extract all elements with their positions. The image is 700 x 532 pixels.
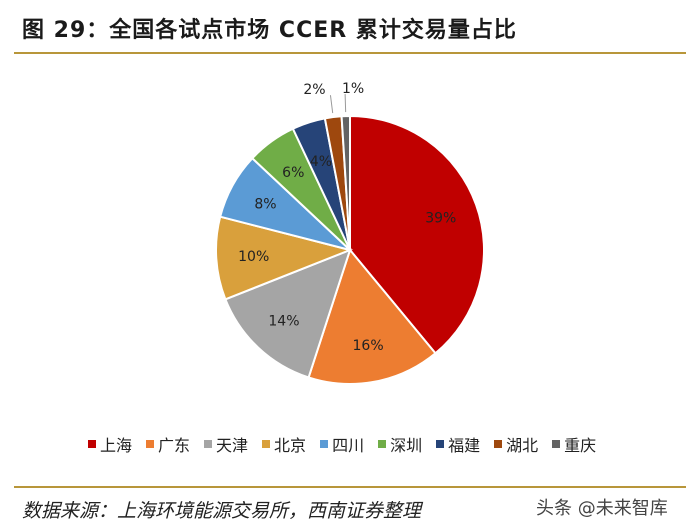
legend-item-2: 广东 — [146, 432, 190, 456]
legend-label: 深圳 — [390, 436, 423, 455]
pie-slice-3 — [224, 248, 352, 379]
source-divider — [14, 486, 686, 488]
legend-swatch — [262, 440, 271, 448]
legend-label: 广东 — [158, 436, 191, 455]
legend-swatch — [320, 440, 329, 448]
slice-label-8: 2% — [303, 82, 325, 98]
watermark: 头条 @未来智库 — [536, 498, 668, 519]
legend-label: 湖北 — [506, 436, 539, 455]
pie-slice-4 — [215, 215, 354, 301]
pie-slice-1 — [349, 114, 485, 355]
slice-label-1: 39% — [425, 210, 456, 226]
legend-swatch — [552, 440, 561, 448]
title-divider — [14, 52, 686, 54]
slice-label-7: 4% — [310, 154, 332, 170]
slice-label-5: 8% — [254, 197, 276, 213]
legend-item-9: 重庆 — [552, 432, 596, 456]
legend-item-7: 福建 — [436, 432, 480, 456]
legend-item-1: 上海 — [88, 432, 132, 456]
legend-label: 福建 — [448, 436, 481, 455]
legend: 上海 广东 天津 北京 四川 深圳 福建 湖北 重庆 — [88, 432, 596, 456]
slice-label-3: 14% — [268, 313, 299, 329]
legend-item-8: 湖北 — [494, 432, 538, 456]
legend-swatch — [494, 440, 503, 448]
legend-swatch — [204, 440, 213, 448]
leader-line-8 — [329, 95, 334, 114]
slice-label-6: 6% — [282, 165, 304, 181]
leader-line-9 — [344, 94, 347, 113]
legend-label: 重庆 — [564, 436, 597, 455]
legend-swatch — [146, 440, 155, 448]
legend-swatch — [88, 440, 96, 448]
slice-label-2: 16% — [353, 338, 384, 354]
pie-chart: 39% 16% 14% 10% 8% 6% 4% 2% 1% — [215, 81, 485, 385]
chart-title: 图 29：全国各试点市场 CCER 累计交易量占比 — [22, 18, 517, 43]
legend-label: 天津 — [216, 436, 249, 455]
slice-label-4: 10% — [238, 249, 269, 265]
legend-item-6: 深圳 — [378, 432, 422, 456]
legend-swatch — [378, 440, 387, 448]
legend-item-3: 天津 — [204, 432, 248, 456]
slice-label-9: 1% — [342, 81, 364, 97]
legend-label: 北京 — [274, 436, 307, 455]
legend-item-4: 北京 — [262, 432, 306, 456]
legend-item-5: 四川 — [320, 432, 364, 456]
legend-label: 四川 — [332, 436, 365, 455]
pie-slice-9 — [340, 114, 351, 251]
source-note: 数据来源：上海环境能源交易所，西南证券整理 — [22, 500, 422, 522]
pie-slice-2 — [307, 247, 437, 385]
legend-swatch — [436, 440, 445, 448]
legend-label: 上海 — [100, 436, 133, 455]
